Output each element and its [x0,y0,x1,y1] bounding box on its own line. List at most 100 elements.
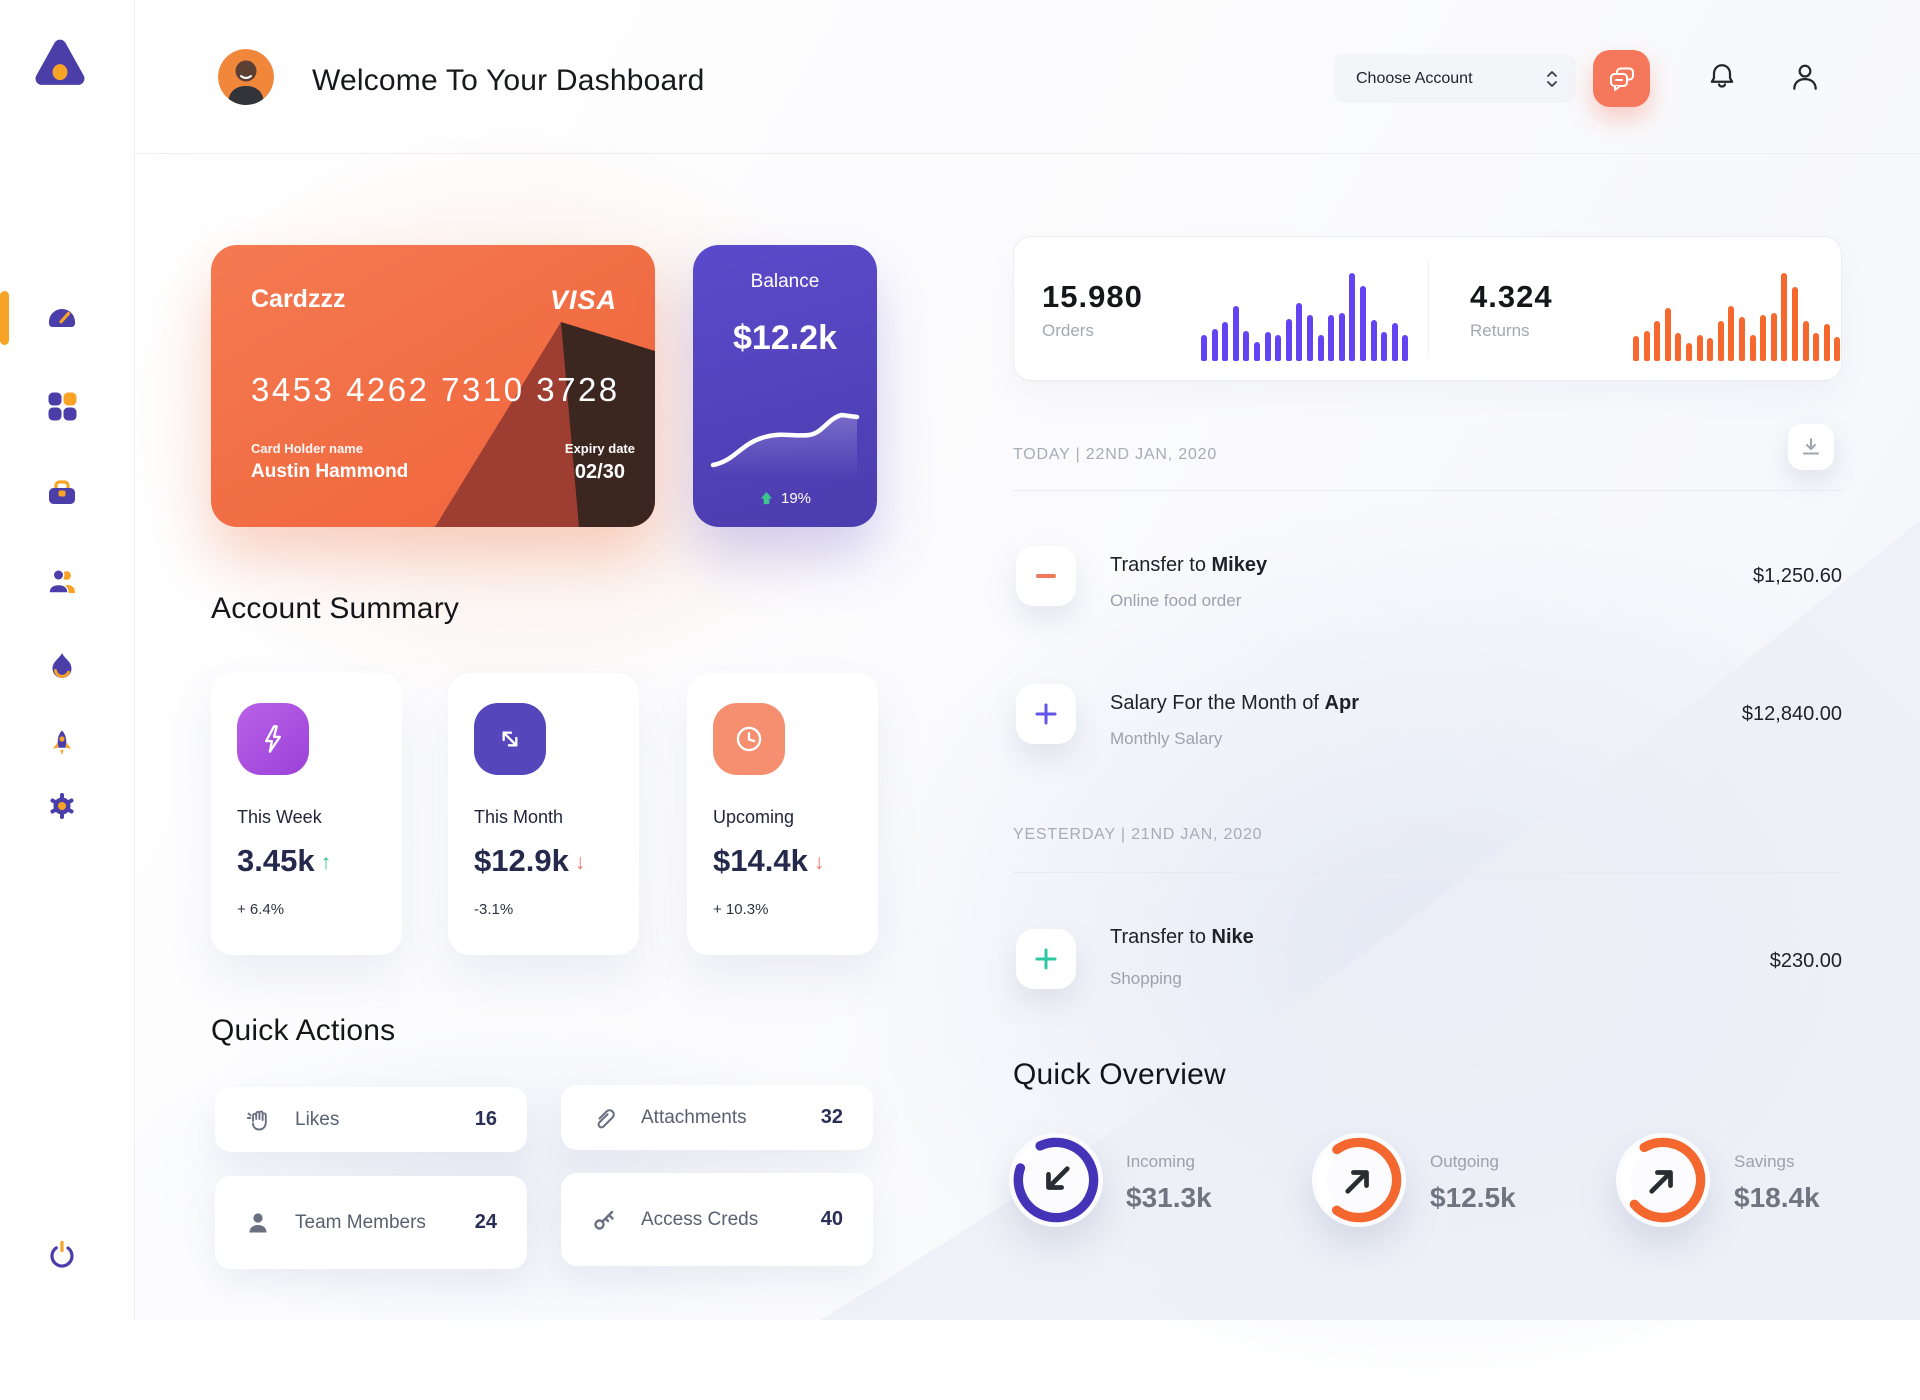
balance-area [713,415,857,477]
summary-label: Upcoming [713,807,795,827]
quick-action-team-members[interactable]: Team Members 24 [215,1176,527,1269]
quick-action-count: 32 [820,1106,843,1128]
sidebar-item-settings-gear-icon[interactable] [45,789,79,823]
page-title: Welcome To Your Dashboard [312,64,705,97]
quick-overview-title: Quick Overview [1013,1058,1226,1091]
transaction-title-bold: Nike [1211,926,1254,948]
person-icon [249,1212,267,1232]
overview-value: $31.3k [1126,1182,1212,1213]
sidebar-item-trending-flame-icon[interactable] [45,649,79,683]
quick-action-count: 16 [474,1108,497,1130]
sidebar-item-dashboard-speedometer-icon[interactable] [45,301,79,335]
transaction-amount: $1,250.60 [1753,565,1842,587]
sidebar-item-team-users-icon[interactable] [45,565,79,599]
transaction-amount: $12,840.00 [1741,703,1842,725]
select-chevrons-icon [1547,70,1557,87]
chat-button[interactable] [1593,50,1650,107]
card-triangle-decoration [435,322,655,527]
quick-action-likes[interactable]: Likes 16 [215,1087,527,1152]
transaction-title-prefix: Transfer to [1110,554,1212,576]
transaction-sign-minus[interactable] [1016,546,1076,606]
transactions-divider-2 [1013,872,1842,873]
trend-arrow-icon: ↑ [320,851,332,874]
summary-value: 3.45k [237,843,315,878]
quick-action-label: Likes [295,1108,340,1130]
summary-value: $14.4k [713,843,808,878]
sidebar-item-work-briefcase-icon[interactable] [45,477,79,511]
sidebar-item-apps-grid-icon[interactable] [45,389,79,423]
card-holder-label: Card Holder name [251,441,363,456]
header-divider [135,153,1920,154]
summary-value: $12.9k [474,843,569,878]
orders-label: Orders [1042,321,1094,340]
savings-donut [1616,1133,1710,1227]
summary-label: This Month [474,807,564,827]
transaction-title[interactable]: Transfer to Mikey [1110,554,1267,577]
overview-label: Outgoing [1430,1152,1499,1171]
transfer-arrows-icon [474,703,546,775]
account-select[interactable]: Choose Account [1334,54,1576,103]
trend-arrow-icon: ↓ [574,851,586,874]
transaction-sign-plus[interactable] [1016,929,1076,989]
overview-label: Savings [1734,1152,1795,1171]
overview-label: Incoming [1126,1152,1195,1171]
account-summary-title: Account Summary [211,592,460,625]
orders-bar-chart [1201,273,1411,361]
returns-bar-chart [1633,273,1843,361]
transaction-subtitle: Shopping [1110,969,1182,988]
active-nav-indicator [0,291,9,345]
orders-returns-stats-card: 15.980 Orders 4.324 Returns [1013,236,1842,381]
transactions-divider [1013,490,1842,491]
arrow-up-right-icon [1345,1170,1369,1194]
quick-action-label: Team Members [295,1211,426,1233]
credit-card: Cardzzz VISA 3453 4262 7310 3728 Card Ho… [211,245,655,527]
transaction-sign-plus[interactable] [1016,684,1076,744]
balance-value: $12.2k [733,319,837,357]
transaction-title[interactable]: Salary For the Month of Apr [1110,692,1359,715]
orders-value: 15.980 [1042,279,1143,314]
incoming-donut [1009,1133,1103,1227]
arrow-down-left-icon [1046,1166,1070,1190]
sidebar-item-launch-rocket-icon[interactable] [45,727,79,761]
card-name: Cardzzz [251,285,346,313]
balance-line [710,412,860,468]
quick-actions-title: Quick Actions [211,1014,396,1047]
card-holder-name: Austin Hammond [251,461,409,482]
balance-trend-chart [710,412,860,477]
app-logo[interactable] [28,32,92,92]
transaction-title-bold: Mikey [1211,554,1268,576]
up-arrow-icon [760,491,773,505]
transaction-title-prefix: Transfer to [1110,926,1212,948]
quick-action-access-creds[interactable]: Access Creds 40 [561,1173,873,1266]
transaction-title-bold: Apr [1324,692,1359,714]
chat-bubbles-icon [1609,67,1634,91]
overview-value: $12.5k [1430,1182,1516,1213]
key-icon [594,1210,614,1230]
transaction-subtitle: Monthly Salary [1110,729,1223,748]
trend-arrow-icon: ↓ [813,851,825,874]
expiry-value: 02/30 [574,461,625,483]
summary-card-upcoming: Upcoming $14.4k ↓ + 10.3% [687,673,878,955]
download-icon [1803,438,1819,455]
returns-label: Returns [1470,321,1530,340]
stats-divider [1428,262,1429,357]
notifications-bell-icon[interactable] [1706,61,1738,93]
transaction-subtitle: Online food order [1110,591,1242,610]
quick-action-attachments[interactable]: Attachments 32 [561,1085,873,1150]
expiry-label: Expiry date [564,441,635,456]
summary-change: -3.1% [474,901,514,918]
transaction-title[interactable]: Transfer to Nike [1110,926,1254,949]
transaction-amount: $230.00 [1769,950,1842,972]
visa-logo: VISA [549,285,617,315]
download-button[interactable] [1788,424,1834,470]
date-header-today: TODAY | 22ND JAN, 2020 [1013,446,1218,463]
balance-label: Balance [750,271,820,292]
summary-label: This Week [237,807,322,827]
summary-card-this-month: This Month $12.9k ↓ -3.1% [448,673,639,955]
logout-power-icon[interactable] [45,1237,79,1271]
arrow-up-right-icon [1649,1170,1673,1194]
quick-action-label: Access Creds [641,1208,759,1230]
avatar [218,49,274,105]
outgoing-donut [1312,1133,1406,1227]
profile-user-icon[interactable] [1789,61,1821,93]
